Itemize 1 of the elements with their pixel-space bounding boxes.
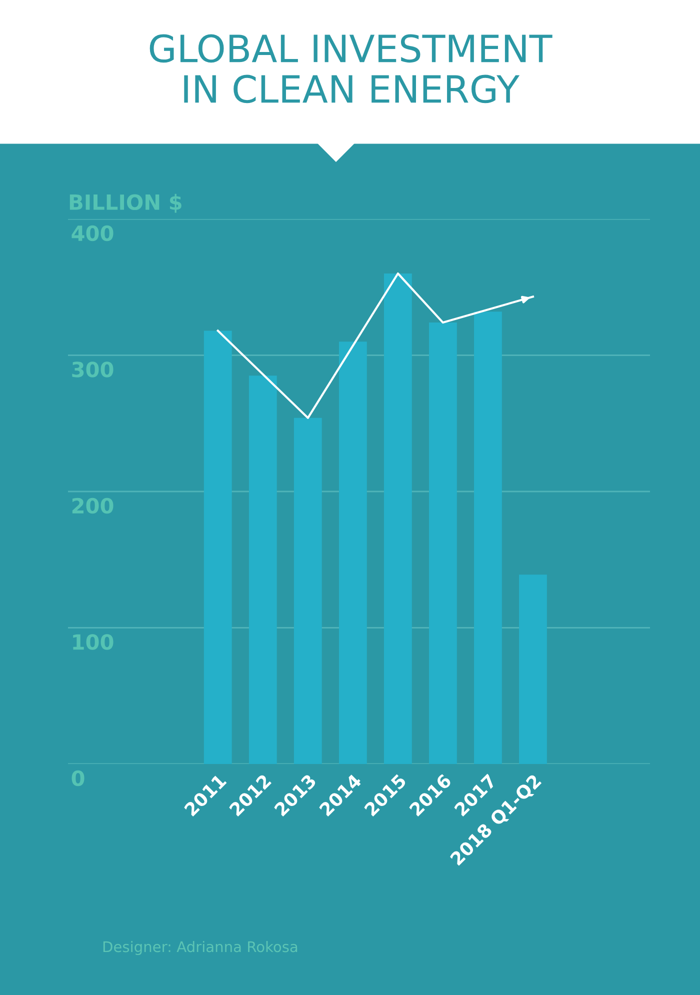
chart-title: GLOBAL INVESTMENT IN CLEAN ENERGY xyxy=(150,34,552,104)
